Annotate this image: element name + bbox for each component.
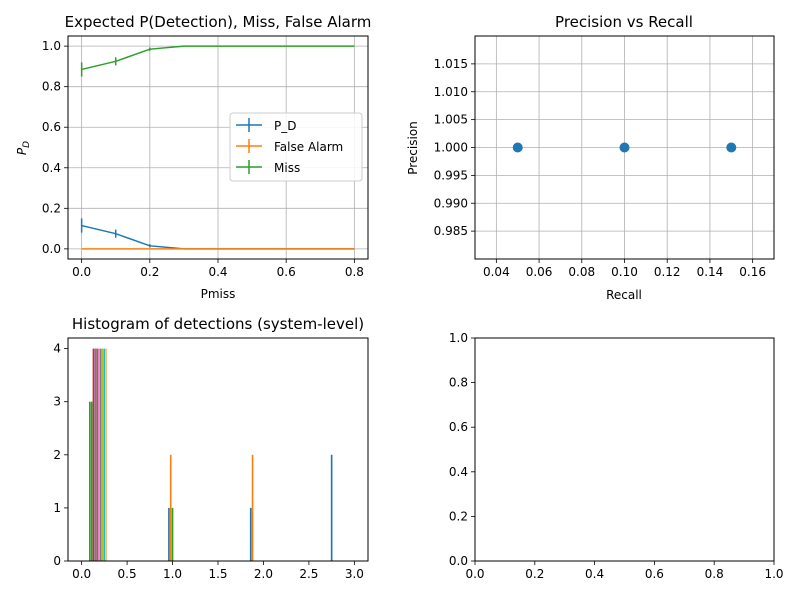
- panel3-ticks: 0.0 0.5 1.0 1.5 2.0 2.5 3.0 0 1 2 3 4: [53, 342, 364, 581]
- y-tick-label: 2: [53, 448, 61, 462]
- y-tick-label: 1.0: [449, 331, 468, 345]
- panel4-frame: [474, 337, 775, 562]
- x-tick-label: 0.0: [72, 265, 91, 279]
- y-tick-label: 0.985: [434, 224, 468, 238]
- histogram-bar: [92, 348, 95, 561]
- histogram-bar: [168, 507, 170, 561]
- y-tick-label: 3: [53, 395, 61, 409]
- histogram-bar: [94, 348, 97, 561]
- x-tick-label: 2.5: [299, 567, 318, 581]
- y-tick-label: 0.8: [449, 376, 468, 390]
- x-tick-label: 1.0: [163, 567, 182, 581]
- panel3-title: Histogram of detections (system-level): [72, 315, 364, 333]
- y-tick-label: 1: [53, 501, 61, 515]
- y-tick-label: 4: [53, 342, 61, 356]
- legend-box: [229, 112, 363, 182]
- panel-empty: 0.0 0.2 0.4 0.6 0.8 1.0 0.0 0.2 0.4 0.6 0.8 1.0: [449, 331, 784, 581]
- legend-label-pd: P_D: [274, 119, 296, 133]
- histogram-bar: [251, 454, 254, 561]
- histogram-bar: [249, 507, 252, 561]
- panel1-ticks: 0.0 0.2 0.4 0.6 0.8 0.0 0.2 0.4 0.6 0.8 1.0: [42, 39, 364, 279]
- histogram-bar: [330, 454, 333, 561]
- x-tick-label: 0.6: [645, 567, 664, 581]
- histogram-bar: [101, 348, 104, 561]
- x-tick-label: 2.0: [254, 567, 273, 581]
- panel-histogram: Histogram of detections (system-level) 0…: [53, 315, 369, 581]
- y-tick-label: 0.0: [42, 242, 61, 256]
- histogram-bar: [103, 348, 106, 561]
- scatter-point: [619, 142, 630, 153]
- scatter-point: [726, 142, 737, 153]
- legend-entry-pd: P_D: [236, 118, 296, 133]
- scatter-point: [512, 142, 523, 153]
- histogram-bar: [90, 401, 93, 561]
- legend-entry-false-alarm: False Alarm: [236, 139, 343, 154]
- histogram-bar: [169, 454, 172, 561]
- y-tick-label: 1.000: [434, 141, 468, 155]
- y-tick-label: 0.4: [42, 161, 61, 175]
- histogram-bar: [99, 348, 102, 561]
- panel1-legend: P_D False Alarm Miss: [229, 112, 363, 182]
- x-tick-label: 1.5: [208, 567, 227, 581]
- y-tick-label: 0.2: [449, 509, 468, 523]
- y-tick-label: 0.4: [449, 465, 468, 479]
- x-tick-label: 0.5: [118, 567, 137, 581]
- series-line-miss: [81, 45, 355, 71]
- panel2-ylabel: Precision: [406, 121, 420, 175]
- panel1-ylabel: PD: [15, 141, 32, 155]
- histogram-bar: [105, 348, 107, 561]
- x-tick-label: 1.0: [764, 567, 783, 581]
- x-tick-label: 0.12: [654, 265, 681, 279]
- panel2-title: Precision vs Recall: [555, 13, 693, 31]
- panel1-xlabel: Pmiss: [201, 287, 236, 301]
- histogram-bar: [98, 348, 100, 561]
- y-tick-label: 1.005: [434, 113, 468, 127]
- x-tick-label: 0.08: [568, 265, 595, 279]
- y-tick-label: 0.995: [434, 168, 468, 182]
- y-tick-label: 0.6: [42, 120, 61, 134]
- histogram-bar: [96, 348, 98, 561]
- panel-precision-recall: Precision vs Recall 0.04 0.06 0.08 0.10 0.12…: [406, 13, 775, 302]
- x-tick-label: 0.4: [208, 265, 227, 279]
- panel1-title: Expected P(Detection), Miss, False Alarm: [65, 13, 372, 31]
- x-tick-label: 0.8: [345, 265, 364, 279]
- y-tick-label: 0.2: [42, 201, 61, 215]
- y-tick-label: 1.010: [434, 85, 468, 99]
- panel2-xlabel: Recall: [606, 288, 642, 302]
- y-tick-label: 0.8: [42, 80, 61, 94]
- y-tick-label: 1.015: [434, 57, 468, 71]
- x-tick-label: 0.2: [140, 265, 159, 279]
- x-tick-label: 0.06: [526, 265, 553, 279]
- y-tick-label: 0.6: [449, 420, 468, 434]
- panel2-grid: [475, 36, 774, 259]
- y-tick-label: 1.0: [42, 39, 61, 53]
- panel4-ticks: 0.0 0.2 0.4 0.6 0.8 1.0 0.0 0.2 0.4 0.6 0.8 1.0: [449, 331, 784, 581]
- legend-label-false-alarm: False Alarm: [274, 140, 343, 154]
- panel3-marks: [89, 348, 333, 561]
- panel2-marks: [512, 142, 737, 153]
- panel2-ticks: 0.04 0.06 0.08 0.10 0.12 0.14 0.16 0.985 0.990 0.…: [434, 57, 766, 279]
- legend-label-miss: Miss: [274, 161, 300, 175]
- x-tick-label: 0.0: [72, 567, 91, 581]
- x-tick-label: 3.0: [345, 567, 364, 581]
- y-tick-label: 0.0: [449, 554, 468, 568]
- y-tick-label: 0: [53, 554, 61, 568]
- histogram-bar: [171, 507, 174, 561]
- x-tick-label: 0.4: [585, 567, 604, 581]
- y-tick-label: 0.990: [434, 196, 468, 210]
- legend-entry-miss: Miss: [236, 160, 300, 175]
- x-tick-label: 0.14: [697, 265, 724, 279]
- x-tick-label: 0.0: [465, 567, 484, 581]
- histogram-bar: [89, 401, 91, 561]
- x-tick-label: 0.2: [525, 567, 544, 581]
- x-tick-label: 0.16: [739, 265, 766, 279]
- panel1-marks: [80, 45, 355, 250]
- x-tick-label: 0.6: [277, 265, 296, 279]
- x-tick-label: 0.04: [483, 265, 510, 279]
- panel-expected-pd: Expected P(Detection), Miss, False Alarm…: [15, 13, 371, 301]
- x-tick-label: 0.10: [611, 265, 638, 279]
- x-tick-label: 0.8: [705, 567, 724, 581]
